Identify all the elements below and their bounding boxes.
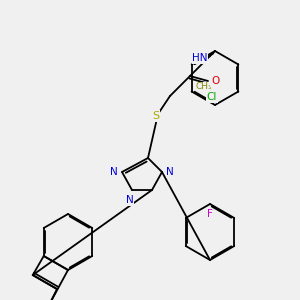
Text: F: F <box>207 209 213 219</box>
Text: CH₃: CH₃ <box>195 82 212 91</box>
Text: S: S <box>152 111 160 121</box>
Text: Cl: Cl <box>207 92 217 102</box>
Text: N: N <box>166 167 174 177</box>
Text: N: N <box>110 167 118 177</box>
Text: N: N <box>126 195 134 205</box>
Text: HN: HN <box>192 53 208 63</box>
Text: O: O <box>211 76 219 86</box>
